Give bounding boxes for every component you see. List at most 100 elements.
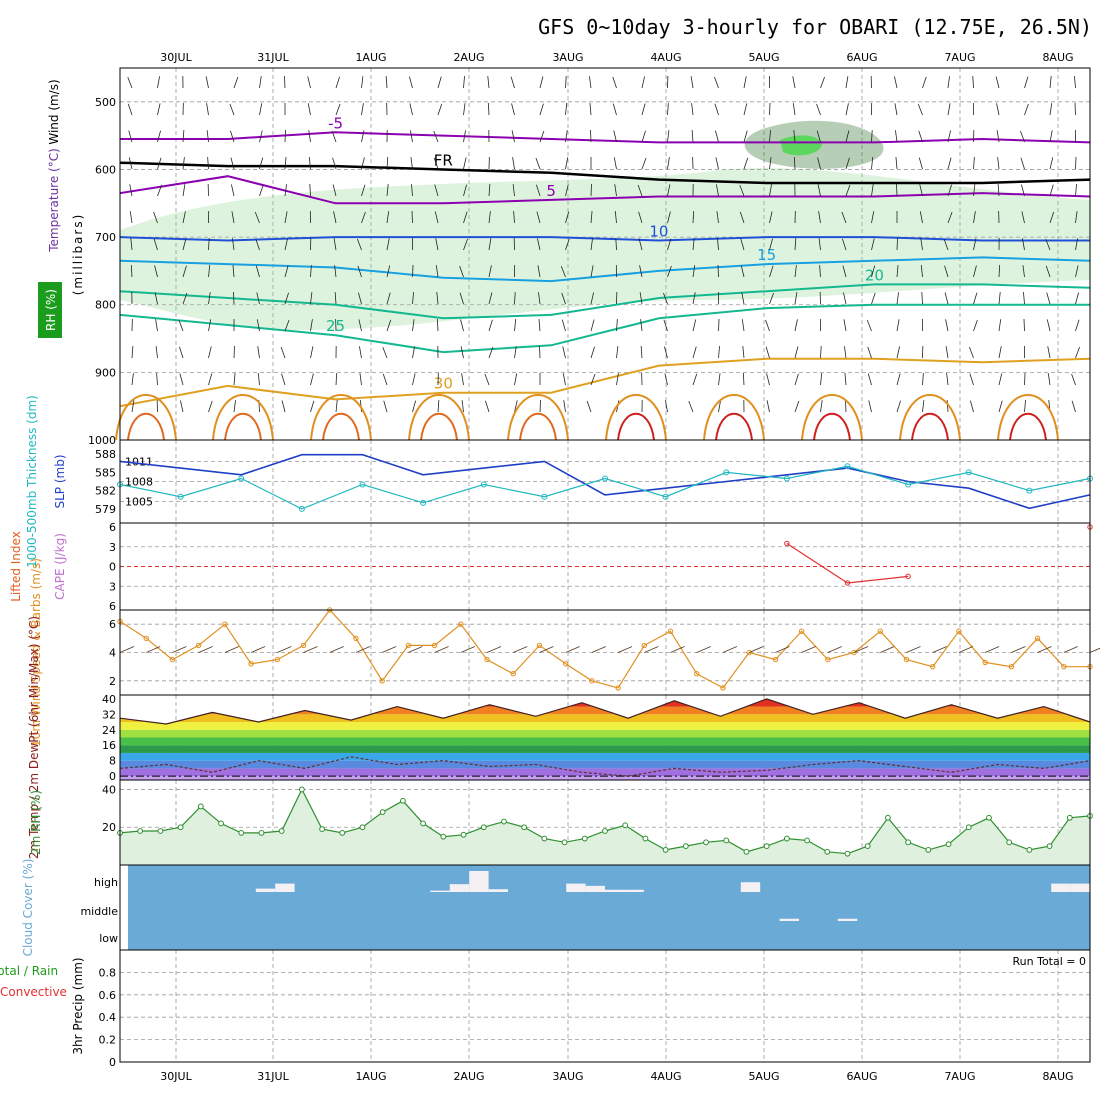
wind-barb — [182, 292, 188, 305]
wind-barb — [827, 646, 843, 653]
wind-barb — [667, 238, 672, 251]
rh-point — [298, 786, 305, 793]
wind-barb — [998, 373, 1003, 386]
wind-barb — [536, 184, 541, 197]
wind-barb — [715, 157, 719, 170]
wind-barb — [769, 102, 771, 116]
wind-barb — [381, 646, 397, 653]
wind-barb — [310, 400, 315, 413]
date-label-top: 6AUG — [846, 51, 877, 64]
thickness-point — [1026, 487, 1033, 494]
wind-barb — [410, 157, 413, 170]
wind-barb — [208, 238, 210, 251]
panels: 5006007008009001000-5FR51015202530(milli… — [0, 67, 1100, 1069]
wind-barb — [639, 265, 643, 278]
wind-barb — [947, 157, 952, 170]
wind-barb — [437, 76, 442, 89]
wind-barb — [488, 238, 492, 251]
wind-barb — [565, 238, 570, 251]
wind-barb — [766, 400, 770, 413]
wind-barb — [969, 373, 974, 386]
thickness-point — [177, 493, 184, 500]
wind-barb — [131, 346, 134, 359]
wind-barb — [355, 646, 371, 653]
wind-barb — [259, 76, 262, 89]
wind-barb — [358, 292, 362, 305]
wind-barb — [749, 646, 764, 653]
wind-barb — [560, 265, 566, 278]
rh-point — [783, 835, 790, 842]
wind-barb — [1075, 238, 1078, 251]
wind-barb — [1049, 157, 1054, 170]
rh-point — [521, 824, 528, 831]
lifted-index-point — [844, 580, 851, 586]
rh-point — [844, 850, 851, 857]
wind-barb — [461, 373, 464, 386]
temp-band — [120, 722, 1090, 730]
wind-barb — [488, 184, 491, 197]
wind-barb — [233, 345, 235, 359]
wind-axis-label: Wind (m/s) — [47, 79, 61, 144]
wind-barb — [998, 346, 1002, 359]
wind-barb — [816, 130, 821, 143]
temp-line — [119, 698, 1091, 725]
wind-barb — [357, 238, 362, 251]
thickness-tick-label: 588 — [95, 448, 116, 461]
wind-barb — [463, 211, 468, 224]
isotherm-label: 10 — [649, 222, 668, 240]
wind-barb — [843, 292, 847, 305]
wind-barb — [308, 157, 311, 170]
wind-speed-point — [956, 628, 962, 634]
wind-barb — [718, 400, 721, 413]
wind-barb — [250, 646, 266, 653]
wind-barb — [1020, 130, 1025, 143]
wind-barb — [946, 373, 949, 386]
thickness-point — [359, 481, 366, 488]
wind-barb — [817, 184, 821, 197]
wind-barb — [972, 76, 974, 89]
wind-barb — [233, 400, 236, 413]
rh-point — [440, 833, 447, 840]
wind-barb — [844, 346, 847, 359]
cloud-bar-high — [255, 888, 276, 892]
wind-barb — [947, 103, 951, 116]
wind-barb — [616, 346, 619, 359]
wind-barb — [146, 646, 161, 653]
wind-barb — [769, 211, 773, 224]
rh-tick-label: 40 — [102, 783, 116, 796]
wind-barb — [743, 157, 749, 170]
wind-speed-point — [772, 656, 779, 663]
rh-tick-label: 20 — [102, 821, 116, 834]
wind-barb — [539, 103, 544, 116]
wind-barb — [310, 319, 313, 332]
wind-barb — [922, 373, 924, 386]
wind-barb — [896, 265, 899, 278]
wind-barb — [437, 103, 443, 116]
surface-temp-contour — [605, 394, 667, 441]
wind-barb — [739, 184, 745, 197]
wind-barb — [129, 211, 133, 224]
wind-barb — [690, 76, 694, 89]
wind-barb — [335, 103, 341, 116]
surface-temp-contour — [507, 394, 569, 441]
wind-barb — [641, 76, 645, 89]
wind-barb — [565, 103, 568, 116]
wind-barb — [488, 319, 493, 332]
wind-barb — [361, 76, 364, 89]
wind-barb — [182, 265, 187, 278]
thickness-point — [420, 499, 427, 506]
wind-barb — [640, 319, 643, 332]
thickness-axis-label: 1000-500mb Thickness (dm) — [25, 395, 39, 568]
cloud-tick-label: middle — [80, 905, 118, 918]
lifted-index-tick-label: 6 — [109, 521, 116, 534]
wind-barb — [539, 130, 545, 143]
wind-barb — [255, 238, 260, 251]
wind-barb — [1021, 184, 1025, 197]
cloud-tick-label: high — [94, 876, 118, 889]
temp-tick-label: 8 — [109, 755, 116, 768]
rh-point — [379, 809, 386, 816]
surface-temp-contour — [997, 394, 1059, 441]
rh-point — [723, 837, 730, 844]
wind-barb — [536, 211, 541, 224]
wind-barb — [358, 319, 362, 332]
